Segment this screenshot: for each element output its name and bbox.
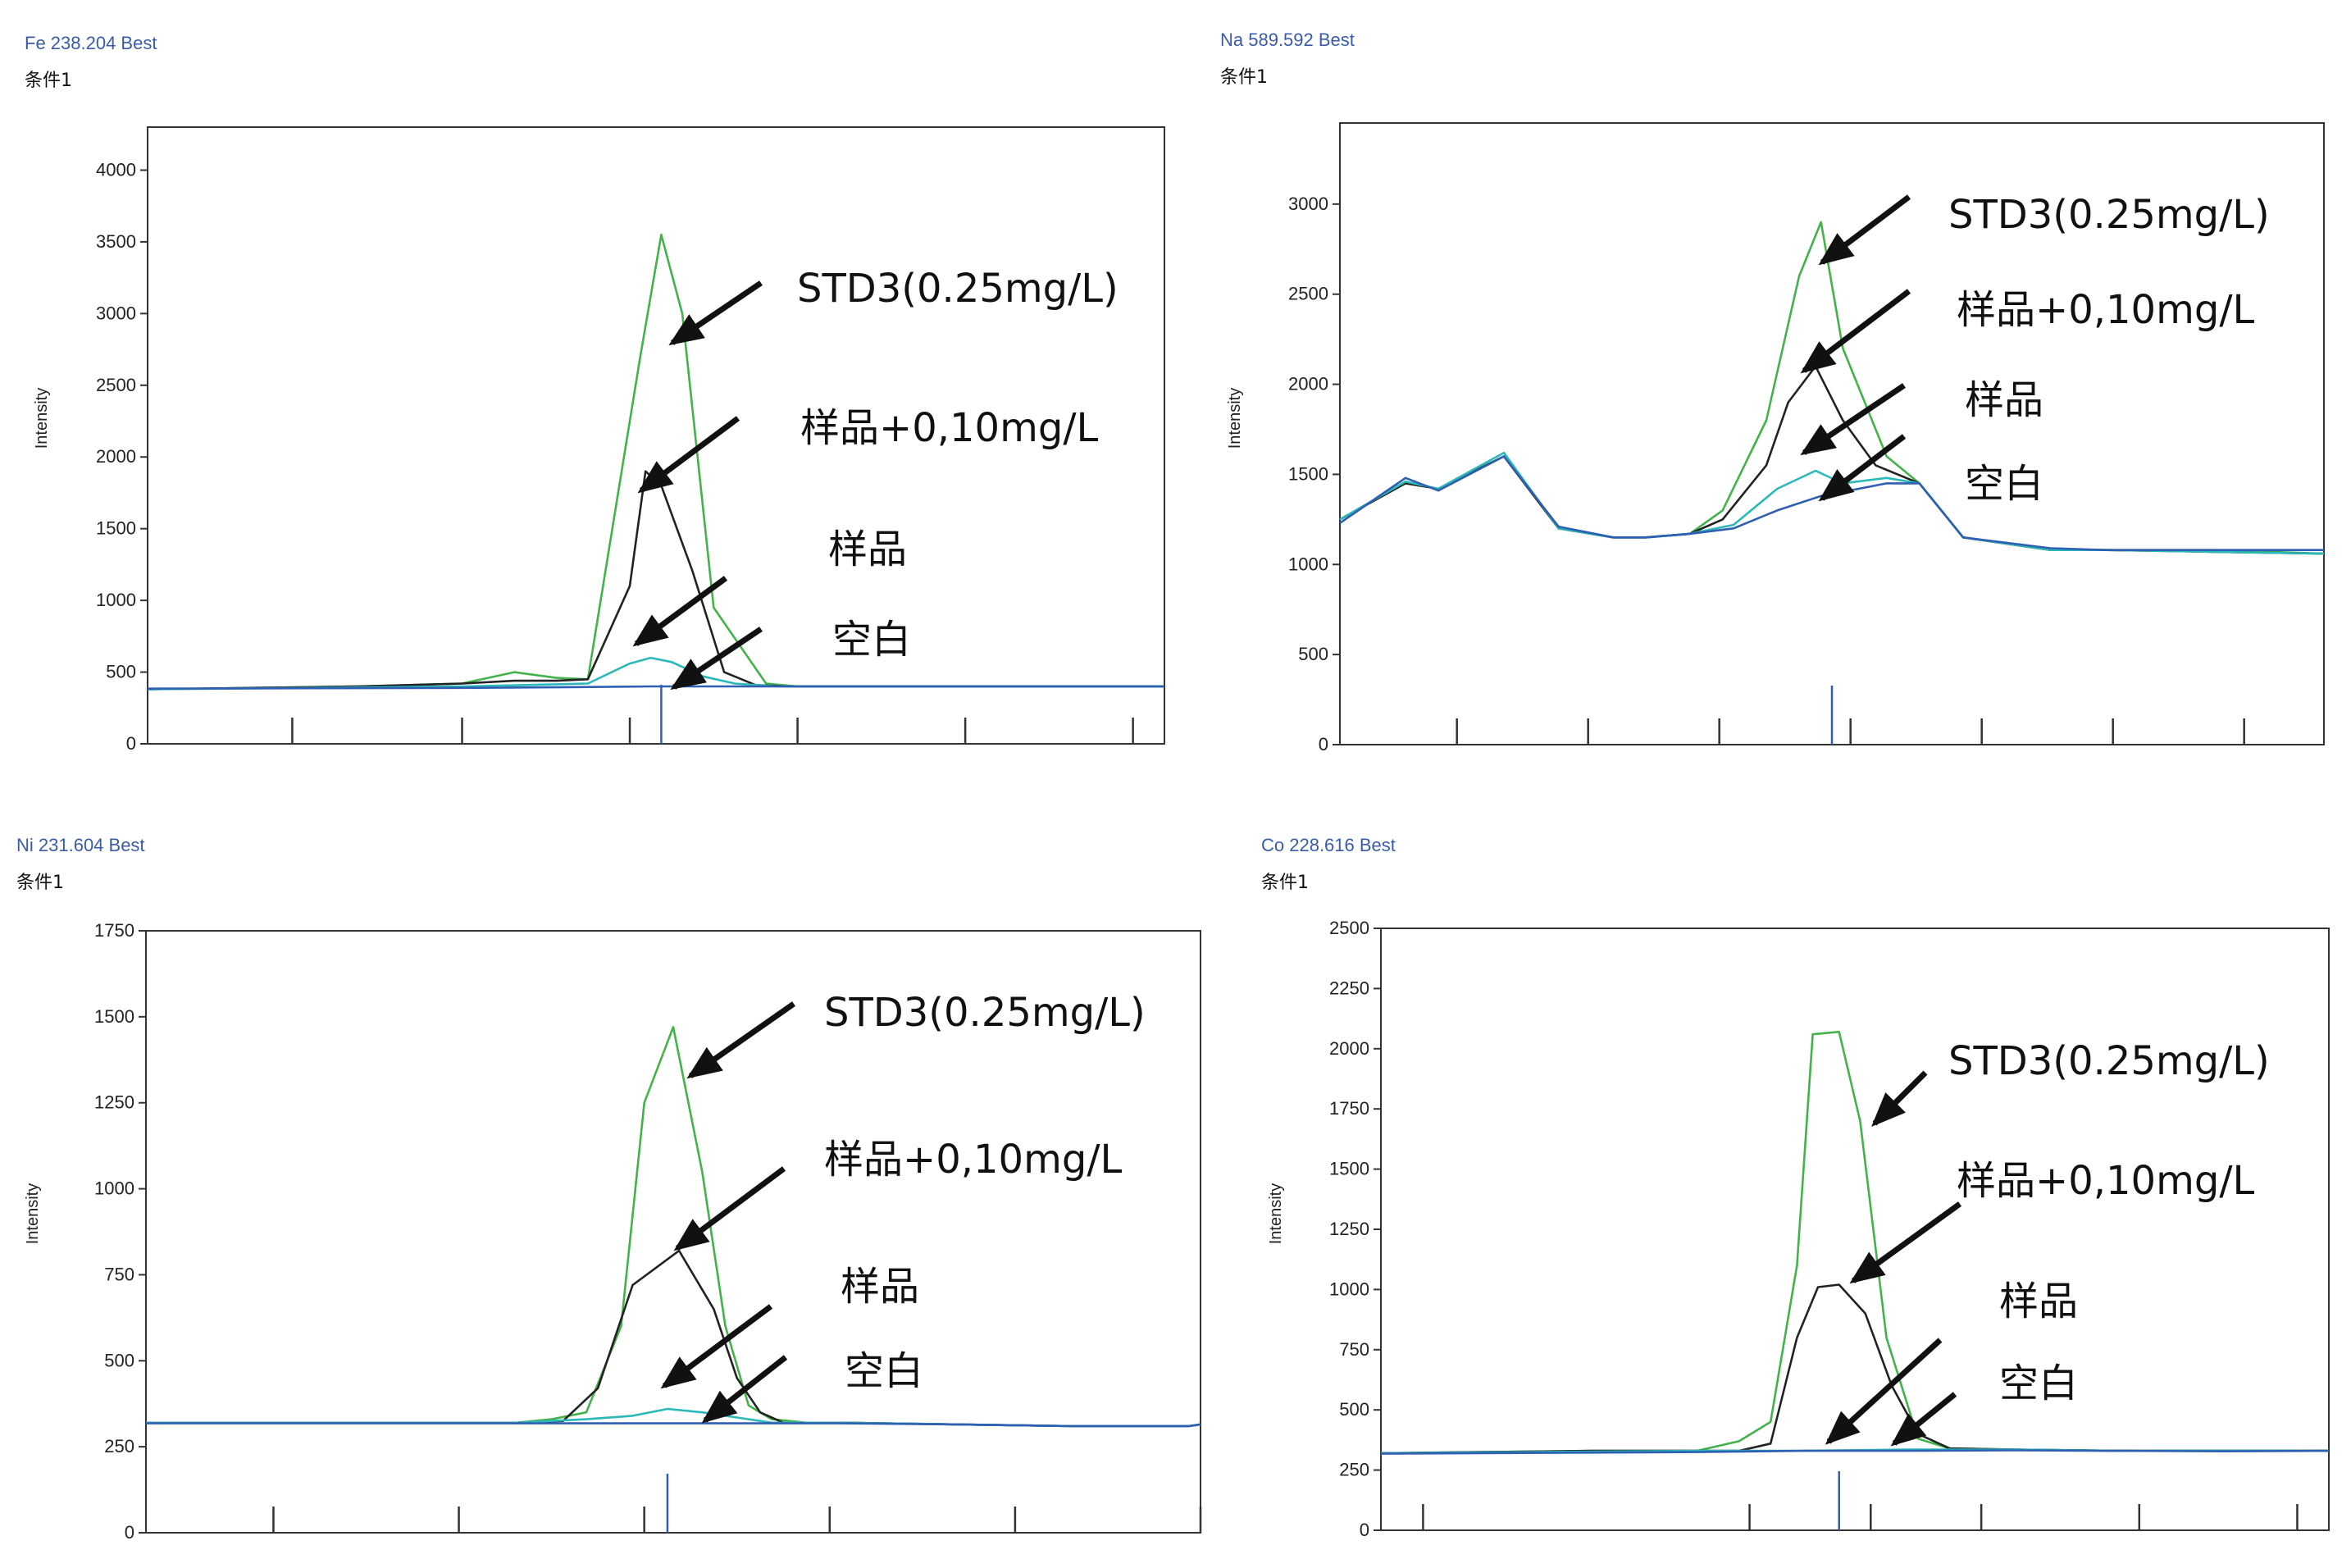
- chart-panel: 0 250 500 750 1000 1250 1500 1750 2000 2250 2500 In…: [1267, 918, 2330, 1540]
- fe-panel-title: Fe 238.204 Best: [25, 33, 157, 53]
- y-tick-label: 750: [104, 1264, 134, 1284]
- y-axis-label: Intensity: [33, 388, 51, 449]
- y-tick-label: 1500: [1288, 463, 1328, 484]
- annotation-arrow: [660, 1304, 773, 1389]
- y-tick-label: 2000: [96, 446, 136, 467]
- annotation-label: 空白: [1965, 461, 2043, 507]
- y-tick-label: 1500: [94, 1006, 134, 1027]
- y-tick-label: 2000: [1288, 374, 1328, 394]
- y-tick-label: 2250: [1329, 978, 1369, 998]
- annotation-label: 样品+0,10mg/L: [800, 405, 1098, 451]
- y-tick-label: 0: [126, 733, 136, 754]
- annotation-label: 样品: [828, 526, 907, 572]
- y-tick-label: 1000: [1288, 554, 1328, 574]
- annotation-label: STD3(0.25mg/L): [797, 266, 1119, 312]
- annotation-label: 样品: [1999, 1279, 2078, 1324]
- annotation-label: STD3(0.25mg/L): [1948, 1038, 2270, 1084]
- annotation-label: STD3(0.25mg/L): [824, 990, 1146, 1036]
- y-tick-label: 1750: [1329, 1098, 1369, 1119]
- ni-panel-title: Ni 231.604 Best: [16, 835, 145, 855]
- y-tick-label: 1000: [1329, 1279, 1369, 1299]
- annotation-arrow: [1849, 1201, 1962, 1284]
- annotation-arrow: [1818, 434, 1907, 502]
- annotation-arrow: [1890, 1392, 1957, 1447]
- y-tick-label: 0: [125, 1522, 134, 1543]
- series-line: [146, 1422, 1201, 1428]
- chart-panel: 0 500 1000 1500 2000 2500 3000 Intensity STD3(0.…: [1226, 122, 2325, 754]
- chart-panel: 0 500 1000 1500 2000 2500 3000 3500 4000 Intensit…: [33, 126, 1165, 754]
- annotation-label: 空白: [1999, 1361, 2078, 1406]
- annotation-arrow: [632, 576, 728, 647]
- y-tick-label: 2500: [1288, 284, 1328, 304]
- y-axis-label: Intensity: [1226, 388, 1244, 449]
- y-tick-label: 500: [1339, 1399, 1369, 1420]
- series-line: [1339, 451, 2325, 555]
- co-panel-title: Co 228.616 Best: [1261, 835, 1396, 855]
- y-tick-label: 500: [104, 1350, 134, 1370]
- y-tick-label: 1500: [96, 518, 136, 539]
- y-axis-label: Intensity: [24, 1183, 42, 1244]
- y-tick-label: 250: [1339, 1460, 1369, 1480]
- annotation-label: 样品+0,10mg/L: [824, 1137, 1122, 1183]
- y-tick-label: 1000: [96, 590, 136, 610]
- y-tick-label: 2500: [1329, 918, 1369, 938]
- annotation-arrow: [1825, 1338, 1943, 1445]
- plot-area-frame: [1380, 928, 2330, 1531]
- annotation-arrow: [1818, 194, 1911, 266]
- annotation-arrow: [701, 1355, 788, 1424]
- y-tick-label: 1500: [1329, 1159, 1369, 1179]
- annotation-label: 空白: [832, 617, 911, 663]
- annotation-label: 样品+0,10mg/L: [1957, 1158, 2254, 1204]
- annotation-arrow: [637, 416, 740, 494]
- y-tick-label: 500: [106, 662, 136, 682]
- annotation-label: 样品+0,10mg/L: [1957, 287, 2254, 333]
- y-tick-label: 2000: [1329, 1038, 1369, 1059]
- series-line: [1380, 1449, 2330, 1455]
- annotation-arrow: [1871, 1070, 1928, 1127]
- y-tick-label: 1250: [1329, 1219, 1369, 1239]
- y-tick-label: 2500: [96, 375, 136, 395]
- annotation-label: 空白: [845, 1348, 923, 1394]
- y-tick-label: 4000: [96, 159, 136, 180]
- annotation-arrow: [673, 1166, 786, 1251]
- y-tick-label: 0: [1319, 734, 1328, 754]
- y-axis-label: Intensity: [1267, 1183, 1285, 1244]
- y-tick-label: 3000: [96, 303, 136, 323]
- annotation-arrow: [686, 1001, 796, 1079]
- fe-panel-condition: 条件1: [25, 71, 72, 91]
- y-tick-label: 0: [1360, 1520, 1369, 1540]
- y-tick-label: 1250: [94, 1092, 134, 1113]
- chart-panel: 0 250 500 750 1000 1250 1500 1750 Intensity STD3(…: [24, 920, 1202, 1543]
- series-line: [1339, 455, 2324, 552]
- annotation-arrow: [1800, 289, 1911, 374]
- y-tick-label: 3500: [96, 231, 136, 252]
- annotation-label: 样品: [841, 1264, 919, 1310]
- annotation-arrow: [1800, 383, 1906, 456]
- series-line: [147, 685, 1164, 691]
- annotation-label: STD3(0.25mg/L): [1948, 192, 2270, 238]
- y-tick-label: 750: [1339, 1339, 1369, 1360]
- annotation-arrow: [670, 627, 763, 691]
- y-tick-label: 1750: [94, 920, 134, 941]
- annotation-label: 样品: [1965, 377, 2043, 423]
- y-tick-label: 500: [1298, 644, 1328, 664]
- co-panel-condition: 条件1: [1261, 873, 1309, 893]
- ni-panel-condition: 条件1: [16, 873, 64, 893]
- y-tick-label: 250: [104, 1436, 134, 1456]
- y-tick-label: 1000: [94, 1178, 134, 1199]
- annotation-arrow: [668, 280, 763, 346]
- na-panel-condition: 条件1: [1220, 67, 1268, 88]
- na-panel-title: Na 589.592 Best: [1220, 30, 1355, 50]
- y-tick-label: 3000: [1288, 194, 1328, 214]
